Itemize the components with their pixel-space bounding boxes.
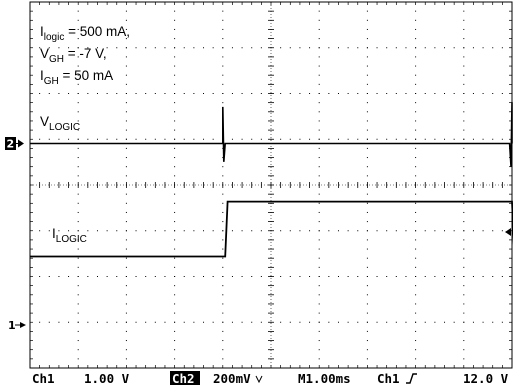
graticule-grid <box>29 1 513 369</box>
vlogic-trace <box>30 102 513 167</box>
annotation-igh-current: IGH = 50 mA <box>40 68 113 87</box>
timebase: M1.00ms <box>298 371 351 386</box>
annotation-vgh-voltage: VGH = -7 V, <box>40 46 107 65</box>
trigger-level-arrow <box>505 228 511 236</box>
ch2-scale: 200mV <box>213 371 251 386</box>
trigger-level: 12.0 V <box>463 371 509 386</box>
ch1-label: Ch1 <box>32 371 55 386</box>
ilogic-trace-label: ILOGIC <box>52 226 87 245</box>
ch1-ground-marker: 1 <box>8 319 26 332</box>
ch2-label: Ch2 <box>172 371 195 386</box>
status-bar: Ch1 1.00 V Ch2 200mV M1.00ms Ch1 12.0 V <box>32 371 509 386</box>
ch2-label-highlight <box>170 371 200 385</box>
ilogic-trace <box>30 200 513 258</box>
ch2-ground-marker: 2 <box>5 137 24 151</box>
trigger-source: Ch1 <box>377 371 400 386</box>
svg-text:2: 2 <box>7 138 15 151</box>
ch1-scale: 1.00 V <box>84 371 130 386</box>
annotation-ilogic-current: Ilogic = 500 mA, <box>40 24 130 43</box>
rising-edge-icon <box>406 373 417 384</box>
vlogic-trace-label: VLOGIC <box>40 114 80 133</box>
ac-coupling-icon <box>255 375 263 384</box>
svg-text:1: 1 <box>8 319 16 332</box>
